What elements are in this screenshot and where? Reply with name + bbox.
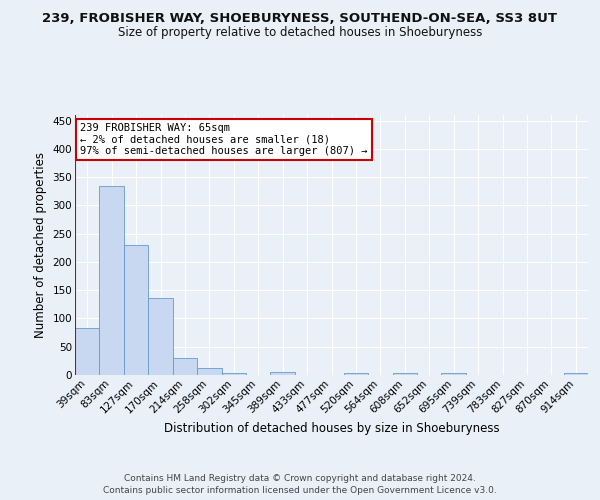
Text: 239 FROBISHER WAY: 65sqm
← 2% of detached houses are smaller (18)
97% of semi-de: 239 FROBISHER WAY: 65sqm ← 2% of detache…	[80, 123, 368, 156]
Bar	[148, 298, 173, 375]
Bar	[100, 186, 124, 375]
Text: 239, FROBISHER WAY, SHOEBURYNESS, SOUTHEND-ON-SEA, SS3 8UT: 239, FROBISHER WAY, SHOEBURYNESS, SOUTHE…	[43, 12, 557, 26]
Text: Contains HM Land Registry data © Crown copyright and database right 2024.
Contai: Contains HM Land Registry data © Crown c…	[103, 474, 497, 495]
Bar	[124, 245, 148, 375]
Bar	[563, 372, 588, 375]
Bar	[392, 374, 417, 375]
Bar	[173, 358, 197, 375]
Bar	[344, 372, 368, 375]
Text: Size of property relative to detached houses in Shoeburyness: Size of property relative to detached ho…	[118, 26, 482, 39]
Bar	[442, 372, 466, 375]
Bar	[197, 368, 221, 375]
X-axis label: Distribution of detached houses by size in Shoeburyness: Distribution of detached houses by size …	[164, 422, 499, 434]
Bar	[221, 372, 246, 375]
Bar	[75, 328, 100, 375]
Y-axis label: Number of detached properties: Number of detached properties	[34, 152, 47, 338]
Bar	[271, 372, 295, 375]
